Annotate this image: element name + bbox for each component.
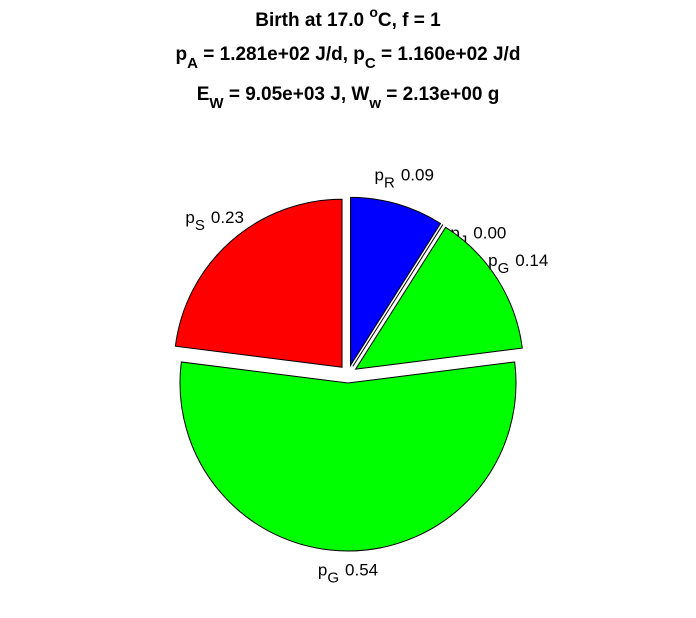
- title-part: o: [369, 4, 378, 20]
- label-sub: S: [195, 217, 205, 234]
- title-part: = 1.160e+02 J/d: [376, 44, 521, 65]
- pie-slice: [354, 226, 523, 370]
- slice-label: pG 0.54: [318, 561, 378, 587]
- title-part: Birth at 17.0: [255, 10, 369, 31]
- title-part: A: [187, 55, 198, 72]
- title-part: = 1.281e+02 J/d, p: [198, 44, 365, 65]
- pie-slice: [350, 196, 442, 368]
- title-part: p: [176, 44, 188, 65]
- title-part: E: [197, 84, 210, 105]
- title-part: = 9.05e+03 J, W: [224, 84, 370, 105]
- title-part: C, f = 1: [378, 10, 441, 31]
- label-value: 0.23: [211, 208, 244, 227]
- title-part: w: [368, 95, 381, 112]
- chart-title: EW = 9.05e+03 J, Ww = 2.13e+00 g: [197, 84, 500, 112]
- label-value: 0.09: [401, 165, 434, 184]
- label-value: 0.00: [473, 223, 506, 242]
- chart-title: Birth at 17.0 oC, f = 1: [255, 4, 441, 31]
- chart-title: pA = 1.281e+02 J/d, pC = 1.160e+02 J/d: [176, 44, 521, 72]
- title-part: W: [209, 95, 224, 112]
- label-value: 0.54: [345, 561, 378, 580]
- label-name: p: [375, 165, 384, 184]
- label-sub: G: [498, 260, 510, 277]
- label-name: p: [450, 223, 459, 242]
- pie-slice: [179, 361, 517, 552]
- slice-label: pG 0.14: [488, 251, 548, 277]
- label-name: p: [488, 251, 497, 270]
- pie-slice: [352, 224, 444, 367]
- label-sub: G: [327, 570, 339, 587]
- label-sub: R: [384, 174, 395, 191]
- label-value: 0.14: [515, 251, 548, 270]
- title-part: = 2.13e+00 g: [381, 84, 499, 105]
- label-name: p: [185, 208, 194, 227]
- slice-label: pS 0.23: [185, 208, 244, 234]
- pie-slice: [174, 198, 343, 368]
- label-name: p: [318, 561, 327, 580]
- slice-label: pR 0.09: [375, 165, 434, 191]
- title-part: C: [365, 55, 376, 72]
